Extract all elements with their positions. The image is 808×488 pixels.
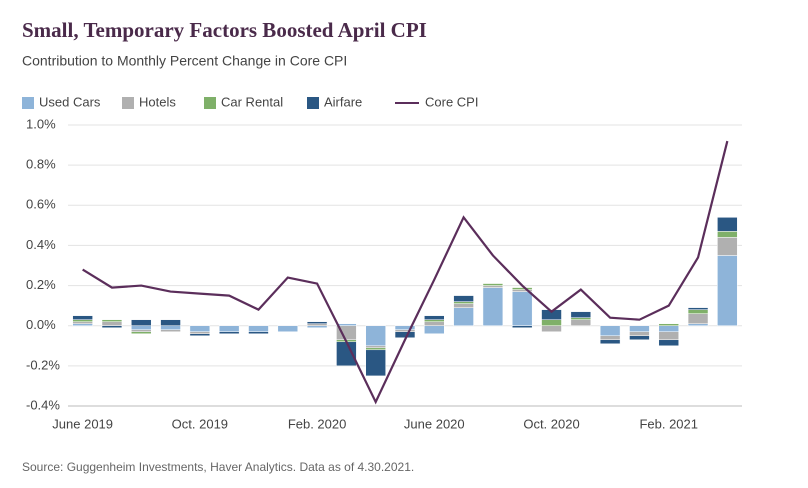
bar-segment [453, 303, 474, 308]
y-tick-label: 0.4% [26, 237, 56, 252]
x-tick-label: June 2019 [52, 416, 113, 431]
bar-segment [248, 325, 269, 332]
legend-swatch [204, 97, 216, 109]
y-tick-label: -0.2% [26, 357, 60, 372]
bar-segment [658, 323, 679, 326]
source-note: Source: Guggenheim Investments, Haver An… [22, 460, 414, 474]
bar-segment [131, 331, 152, 334]
bar-segment [101, 321, 123, 326]
bar-segment [687, 307, 709, 310]
y-tick-label: 1.0% [26, 116, 56, 131]
bar-segment [160, 319, 181, 326]
bar-segment [131, 329, 152, 332]
bar-segment [687, 323, 709, 326]
x-tick-label: Feb. 2021 [639, 416, 698, 431]
y-tick-label: 0.8% [26, 157, 56, 172]
bar-segment [365, 325, 386, 347]
bar-segment [512, 291, 533, 326]
legend-label: Car Rental [221, 94, 283, 109]
legend-label: Airfare [324, 94, 362, 109]
chart-title: Small, Temporary Factors Boosted April C… [22, 18, 427, 42]
bar-segment [189, 331, 211, 334]
bar-segment [512, 287, 533, 290]
bar-segment [72, 321, 93, 324]
bar-segment [453, 301, 474, 304]
bar-segment [277, 325, 298, 332]
bar-segment [687, 313, 709, 324]
bar-segment [131, 319, 152, 326]
x-tick-label: Feb. 2020 [288, 416, 347, 431]
bar-segment [717, 255, 738, 326]
bar-segment [131, 325, 152, 330]
bar-segment [72, 319, 93, 322]
bar-segment [101, 325, 123, 328]
bar-segment [482, 285, 504, 288]
bar-segment [599, 339, 621, 345]
bar-segment [189, 333, 211, 337]
bar-segment [658, 339, 679, 347]
bar-segment [306, 321, 328, 324]
bar-segment [717, 231, 738, 238]
legend-swatch [122, 97, 134, 109]
bar-segment [570, 311, 592, 318]
bar-segment [160, 329, 181, 332]
x-tick-label: Oct. 2019 [172, 416, 228, 431]
bar-segment [218, 325, 240, 332]
bar-segment [218, 331, 240, 334]
bar-segment [394, 329, 416, 332]
bar-segment [541, 325, 562, 332]
bar-segment [336, 323, 357, 326]
bar-segment [306, 325, 328, 328]
bar-segment [512, 325, 533, 328]
x-tick-label: June 2020 [404, 416, 465, 431]
legend-swatch [22, 97, 34, 109]
y-tick-label: -0.4% [26, 397, 60, 412]
bar-segment [541, 309, 562, 320]
bar-segment [658, 331, 679, 341]
bar-segment [599, 335, 621, 341]
bar-segment [424, 319, 445, 322]
bar-segment [424, 321, 445, 326]
bar-segment [658, 325, 679, 332]
chart-subtitle: Contribution to Monthly Percent Change i… [22, 53, 347, 69]
core-cpi-line [82, 140, 729, 405]
bar-segment [629, 331, 650, 337]
bar-segment [365, 345, 386, 349]
bar-segment [72, 315, 93, 320]
bar-segment [72, 323, 93, 326]
bar-segment [482, 287, 504, 326]
legend-label: Used Cars [39, 94, 101, 109]
bar-segment [599, 325, 621, 337]
bar-segment [717, 237, 738, 256]
bar-segment [365, 347, 386, 351]
bar-segment [687, 309, 709, 314]
bar-segment [453, 307, 474, 326]
bar-segment [306, 323, 328, 326]
bar-segment [453, 295, 474, 302]
bar-segment [424, 315, 445, 320]
bar-segment [717, 217, 738, 232]
bar-segment [365, 349, 386, 377]
y-tick-label: 0.2% [26, 277, 56, 292]
bar-segment [482, 283, 504, 286]
x-tick-label: Oct. 2020 [523, 416, 579, 431]
y-tick-label: 0.0% [26, 317, 56, 332]
legend-swatch [307, 97, 319, 109]
bar-segment [394, 331, 416, 339]
legend-label: Core CPI [425, 94, 478, 109]
bar-segment [629, 335, 650, 341]
bar-segment [189, 325, 211, 332]
bar-segment [248, 331, 269, 334]
bar-segment [570, 319, 592, 326]
bar-segment [629, 325, 650, 332]
bar-segment [101, 319, 123, 322]
y-tick-label: 0.6% [26, 197, 56, 212]
bar-segment [424, 325, 445, 334]
bar-segment [160, 325, 181, 330]
legend-label: Hotels [139, 94, 176, 109]
bar-segment [570, 317, 592, 320]
bar-segment [541, 319, 562, 326]
